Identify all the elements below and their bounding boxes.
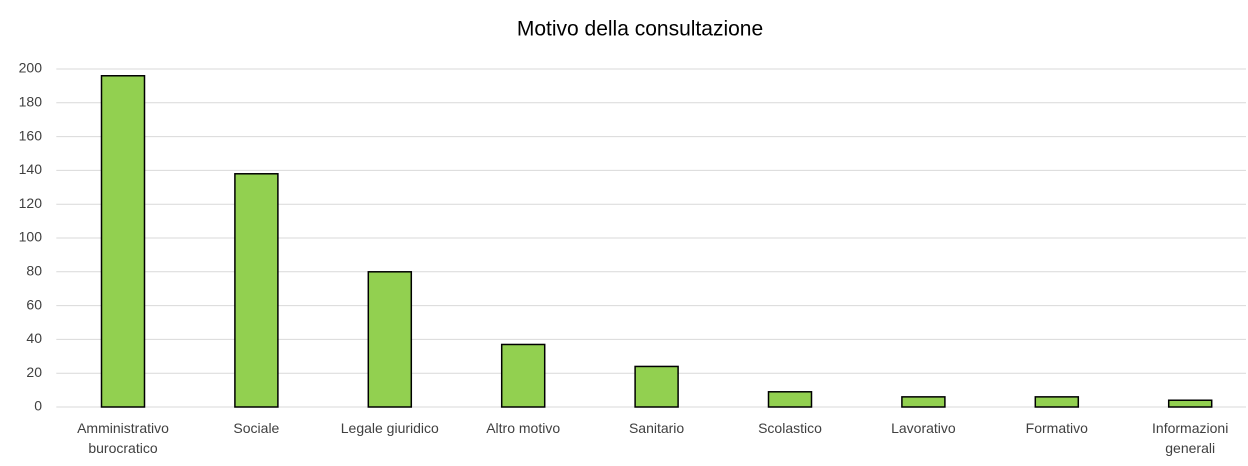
chart-title: Motivo della consultazione [517,18,763,41]
bar [634,365,679,408]
x-tick-label: Sanitario [628,420,685,436]
x-tick-label: Informazioni generali [1152,420,1229,456]
y-tick-label: 140 [19,161,43,177]
bar [901,396,946,408]
x-tick-label: Amministrativo burocratico [77,420,169,456]
y-tick-label: 0 [34,398,42,414]
y-tick-label: 20 [26,364,42,380]
y-tick-label: 80 [26,263,42,279]
bar [1167,399,1213,408]
y-tick-label: 40 [26,330,42,346]
y-tick-label: 160 [19,127,43,143]
bar [100,75,146,408]
y-tick-label: 180 [19,94,43,110]
y-tick-label: 100 [19,229,43,245]
bar [500,343,546,408]
bar [767,391,813,408]
x-tick-label: Altro motivo [486,420,561,436]
y-tick-label: 120 [19,195,43,211]
y-tick-label: 60 [26,296,42,312]
bar [1034,396,1080,408]
x-tick-label: Legale giuridico [340,420,439,436]
y-tick-label: 200 [19,60,43,76]
bar [234,173,279,408]
bar [367,271,413,408]
x-tick-label: Formativo [1025,420,1088,436]
x-tick-label: Sociale [233,420,280,436]
x-tick-label: Scolastico [758,420,822,436]
x-tick-label: Lavorativo [891,420,956,436]
